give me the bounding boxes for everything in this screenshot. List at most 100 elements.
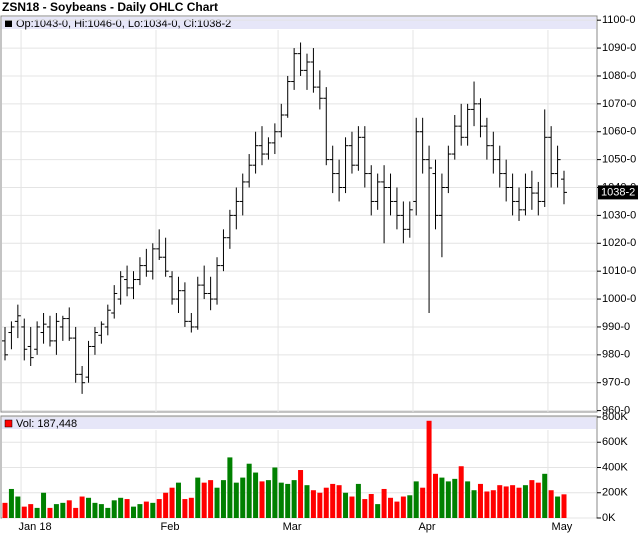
volume-bar bbox=[471, 490, 477, 518]
price-panel bbox=[0, 15, 598, 413]
volume-bar bbox=[53, 504, 59, 518]
y-tick-label: 960-0 bbox=[602, 405, 630, 417]
volume-bar bbox=[375, 504, 381, 518]
y-tick-label: 1050-0 bbox=[602, 154, 636, 166]
volume-bar bbox=[426, 420, 432, 518]
volume-bar bbox=[529, 480, 535, 518]
y2-tick-label: 600K bbox=[602, 436, 628, 448]
volume-bar bbox=[60, 502, 66, 518]
volume-bar bbox=[555, 496, 561, 518]
volume-bar bbox=[265, 480, 271, 518]
volume-bar bbox=[41, 492, 47, 518]
volume-bar bbox=[92, 502, 98, 518]
volume-bar bbox=[304, 485, 310, 518]
volume-bar bbox=[362, 499, 368, 518]
volume-bar bbox=[79, 496, 85, 518]
y-tick-label: 1030-0 bbox=[602, 209, 636, 221]
y2-tick-label: 200K bbox=[602, 487, 628, 499]
volume-bar bbox=[542, 473, 548, 518]
y-tick-label: 990-0 bbox=[602, 321, 630, 333]
volume-bar bbox=[490, 490, 496, 518]
volume-bar bbox=[381, 488, 387, 518]
volume-legend-text: Vol: 187,448 bbox=[16, 418, 77, 430]
volume-bar bbox=[15, 496, 21, 518]
volume-bar bbox=[21, 506, 27, 518]
volume-bar bbox=[439, 477, 445, 518]
volume-bar bbox=[465, 481, 471, 518]
volume-bar bbox=[86, 497, 92, 518]
volume-bar bbox=[355, 483, 361, 518]
y-tick-label: 1070-0 bbox=[602, 98, 636, 110]
volume-bar bbox=[131, 506, 137, 518]
y-tick-label: 1020-0 bbox=[602, 237, 636, 249]
volume-bar bbox=[233, 482, 239, 518]
volume-bar bbox=[246, 463, 252, 518]
y2-tick-label: 800K bbox=[602, 411, 628, 423]
volume-bar bbox=[220, 480, 226, 518]
volume-bar bbox=[34, 507, 40, 518]
volume-bar bbox=[240, 477, 246, 518]
volume-bar bbox=[259, 481, 265, 518]
volume-bar bbox=[175, 482, 181, 518]
volume-bar bbox=[445, 481, 451, 518]
volume-legend-swatch bbox=[4, 419, 13, 428]
volume-bar bbox=[8, 488, 14, 518]
volume-bar bbox=[195, 477, 201, 518]
volume-bar bbox=[343, 492, 349, 518]
volume-bar bbox=[2, 502, 8, 518]
volume-bar bbox=[28, 504, 34, 518]
volume-bar bbox=[66, 500, 72, 518]
volume-bar bbox=[323, 487, 329, 518]
volume-bar bbox=[368, 494, 374, 518]
chart-title: ZSN18 - Soybeans - Daily OHLC Chart bbox=[2, 0, 218, 14]
volume-bar bbox=[298, 470, 304, 518]
volume-bar bbox=[143, 501, 149, 518]
volume-bar bbox=[458, 466, 464, 518]
y2-tick-label: 400K bbox=[602, 461, 628, 473]
volume-bar bbox=[420, 487, 426, 518]
volume-bar bbox=[548, 490, 554, 518]
y-tick-label: 1010-0 bbox=[602, 265, 636, 277]
y-tick-label: 1000-0 bbox=[602, 293, 636, 305]
x-tick-label: Apr bbox=[418, 521, 435, 533]
volume-bar bbox=[214, 487, 220, 518]
y-tick-label: 970-0 bbox=[602, 377, 630, 389]
volume-bar bbox=[535, 482, 541, 518]
x-tick-label: May bbox=[552, 521, 573, 533]
volume-bar bbox=[510, 485, 516, 518]
volume-legend-band bbox=[2, 417, 596, 429]
volume-bar bbox=[452, 478, 458, 518]
x-tick-label: Jan 18 bbox=[19, 521, 52, 533]
x-tick-label: Feb bbox=[161, 521, 180, 533]
volume-bar bbox=[98, 504, 104, 518]
volume-bar bbox=[188, 497, 194, 518]
volume-bar bbox=[477, 483, 483, 518]
volume-bar bbox=[201, 482, 207, 518]
volume-bar bbox=[484, 491, 490, 518]
volume-bar bbox=[73, 507, 79, 518]
volume-bar bbox=[156, 499, 162, 518]
volume-bar bbox=[105, 507, 111, 518]
volume-bar bbox=[516, 487, 522, 518]
volume-bar bbox=[336, 485, 342, 518]
legend-text: Op:1043-0, Hi:1046-0, Lo:1034-0, Cl:1038… bbox=[16, 18, 231, 30]
volume-bar bbox=[291, 480, 297, 518]
volume-bar bbox=[317, 492, 323, 518]
volume-bar bbox=[163, 492, 169, 518]
volume-bar bbox=[227, 457, 233, 518]
volume-bar bbox=[150, 502, 156, 518]
volume-bar bbox=[561, 494, 567, 518]
volume-bar bbox=[407, 495, 413, 518]
y-tick-label: 1080-0 bbox=[602, 70, 636, 82]
volume-bar bbox=[388, 497, 394, 518]
volume-bar bbox=[285, 483, 291, 518]
volume-bar bbox=[310, 490, 316, 518]
volume-bar bbox=[182, 499, 188, 518]
y-tick-label: 1060-0 bbox=[602, 126, 636, 138]
legend-swatch bbox=[5, 20, 12, 27]
y-tick-label: 980-0 bbox=[602, 349, 630, 361]
volume-bar bbox=[400, 496, 406, 518]
volume-bar bbox=[137, 504, 143, 518]
volume-bar bbox=[253, 472, 259, 518]
